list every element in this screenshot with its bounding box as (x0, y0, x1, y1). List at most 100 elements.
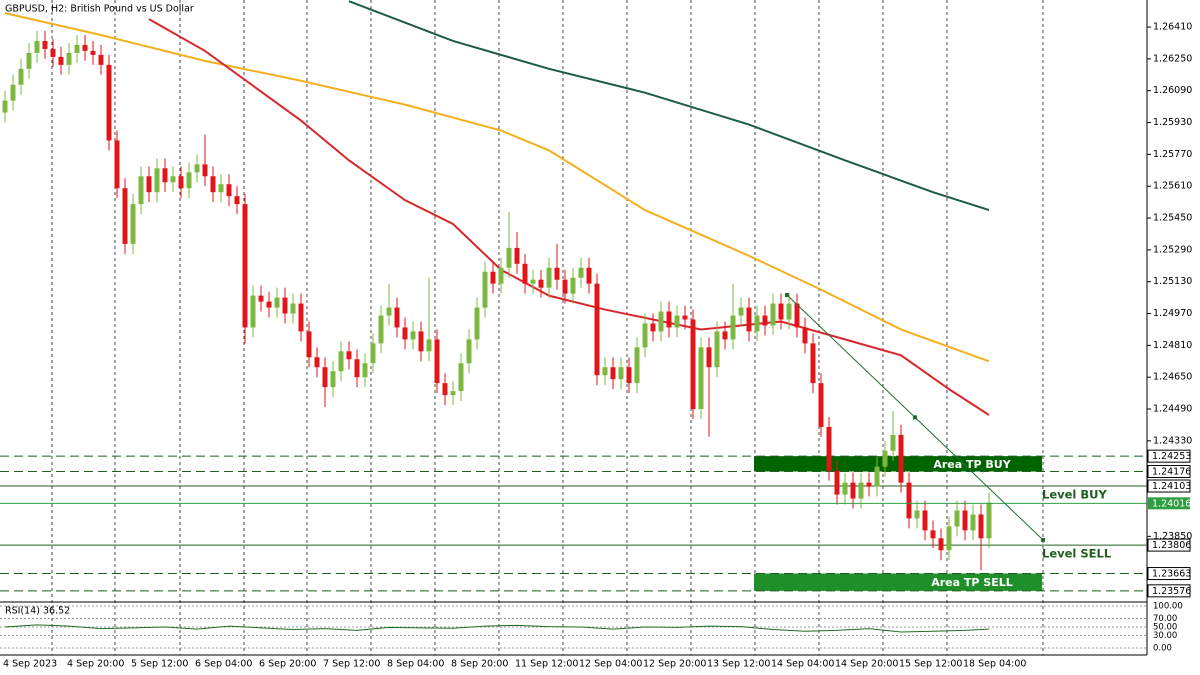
candle-body (242, 204, 248, 328)
candle-body (938, 538, 944, 551)
candle-body (98, 54, 104, 65)
candle-body (82, 44, 88, 51)
price-box (1147, 567, 1191, 581)
candle-body (866, 482, 872, 487)
candle-body (2, 100, 8, 113)
candle-body (34, 40, 40, 53)
candle-body (266, 301, 272, 308)
y-tick-label: 1.24490 (1153, 404, 1192, 415)
candle-body (458, 363, 464, 392)
candle-body (122, 188, 128, 244)
price-box (1147, 584, 1191, 598)
y-tick-label: 1.24330 (1153, 435, 1192, 446)
candle-body (682, 315, 688, 320)
candle-body (562, 279, 568, 294)
price-box-label: 1.23806 (1152, 540, 1191, 551)
candle-body (738, 307, 744, 316)
candle-body (114, 140, 120, 189)
candle-body (250, 295, 256, 328)
y-tick-label: 1.23850 (1153, 531, 1192, 542)
candle-body (722, 331, 728, 340)
candle-body (426, 339, 432, 352)
rsi-tick-label: 50.00 (1153, 623, 1177, 633)
candle-body (970, 514, 976, 531)
candle-body (602, 367, 608, 376)
candle-body (834, 470, 840, 495)
y-tick-label: 1.26250 (1153, 53, 1192, 64)
y-tick-label: 1.25450 (1153, 213, 1192, 224)
x-tick-label: 8 Sep 20:00 (451, 659, 508, 670)
candle-body (482, 271, 488, 308)
moving-average (4, 12, 990, 363)
price-box (1147, 449, 1191, 463)
trendline-point (913, 415, 917, 420)
time-grid (51, 0, 1044, 655)
candle-body (442, 383, 448, 396)
candle-body (530, 279, 536, 284)
candle-body (698, 347, 704, 410)
candle-body (962, 510, 968, 531)
candle-body (786, 303, 792, 320)
candle-body (890, 434, 896, 451)
candle-body (874, 466, 880, 487)
candle-body (634, 347, 640, 384)
candle-body (978, 514, 984, 539)
candle-body (586, 267, 592, 284)
rsi-tick-label: 30.00 (1153, 631, 1177, 641)
y-tick-label: 1.25770 (1153, 149, 1192, 160)
candle-body (226, 184, 232, 197)
candle-body (58, 56, 64, 65)
candle-body (186, 172, 192, 189)
y-tick-label: 1.24810 (1153, 340, 1192, 351)
x-tick-label: 7 Sep 12:00 (323, 659, 380, 670)
x-tick-label: 5 Sep 12:00 (131, 659, 188, 670)
candle-body (506, 247, 512, 268)
candle-body (642, 323, 648, 348)
level-text: Level BUY (1042, 488, 1107, 502)
x-tick-label: 12 Sep 04:00 (579, 659, 642, 670)
candle-body (714, 331, 720, 368)
price-box (1148, 497, 1190, 510)
price-box-label: 1.24253 (1152, 451, 1191, 462)
candle-body (546, 267, 552, 288)
x-tick-label: 4 Sep 20:00 (67, 659, 124, 670)
candle-body (18, 68, 24, 85)
y-tick-label: 1.24970 (1153, 308, 1192, 319)
candle-body (314, 357, 320, 368)
candle-body (362, 363, 368, 378)
candle-body (298, 303, 304, 332)
candle-body (522, 263, 528, 284)
candle-body (306, 331, 312, 358)
candle-body (490, 271, 496, 284)
price-box-label: 1.23663 (1152, 569, 1191, 580)
candle-body (898, 434, 904, 483)
candle-body (218, 184, 224, 193)
candle-body (850, 482, 856, 499)
price-box-label: 1.24016 (1152, 498, 1191, 509)
candle-body (90, 50, 96, 55)
x-tick-label: 6 Sep 04:00 (195, 659, 252, 670)
candle-body (762, 315, 768, 326)
candle-body (410, 331, 416, 340)
x-tick-label: 6 Sep 20:00 (259, 659, 316, 670)
candle-body (346, 351, 352, 360)
candle-body (538, 279, 544, 288)
candle-body (322, 367, 328, 388)
candle-body (706, 347, 712, 368)
candle-body (354, 359, 360, 378)
candle-body (130, 204, 136, 244)
y-tick-label: 1.25130 (1153, 276, 1192, 287)
price-box-label: 1.24176 (1152, 466, 1191, 477)
candle-body (394, 307, 400, 328)
y-tick-label: 1.25610 (1153, 181, 1192, 192)
x-tick-label: 15 Sep 12:00 (899, 659, 962, 670)
candle-body (594, 283, 600, 376)
candle-body (610, 367, 616, 380)
candle-body (746, 307, 752, 332)
price-box (1147, 538, 1191, 552)
candle-body (338, 351, 344, 372)
candle-body (690, 319, 696, 410)
candle-body (906, 482, 912, 519)
candle-body (450, 391, 456, 396)
